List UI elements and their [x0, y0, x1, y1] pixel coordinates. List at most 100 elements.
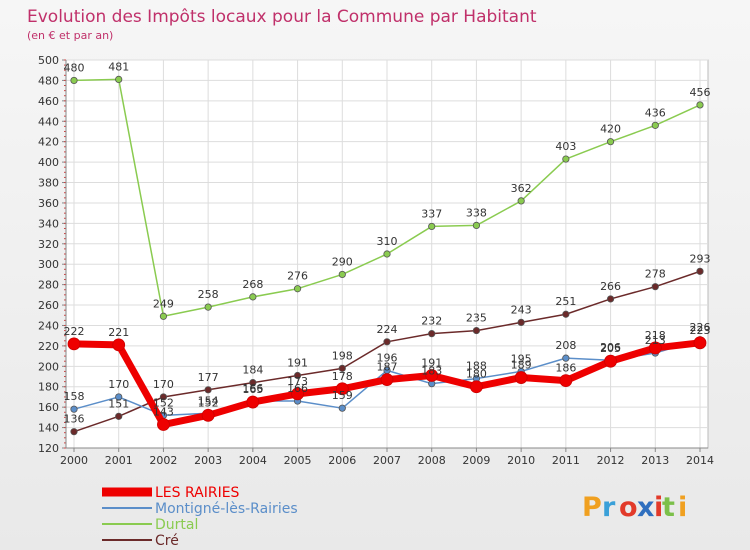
data-label: 152	[198, 396, 219, 409]
data-point	[428, 330, 436, 338]
data-point	[159, 393, 168, 401]
data-label: 480	[64, 61, 85, 74]
legend-label: LES RAIRIES	[155, 485, 240, 501]
y-tick-label: 340	[38, 217, 59, 230]
data-point	[204, 386, 212, 394]
data-label: 166	[242, 382, 263, 395]
data-point	[606, 295, 615, 303]
data-point	[335, 382, 349, 396]
data-point	[604, 354, 617, 368]
data-label: 338	[466, 206, 487, 219]
data-label: 293	[690, 252, 711, 265]
data-point	[112, 338, 126, 352]
axes: 120 140 160 180 200 220 240 260 280 300 320 340 360 3…	[38, 54, 714, 467]
data-label: 224	[377, 323, 398, 336]
proxiti-logo: P r o x i t i	[582, 492, 687, 523]
data-label: 420	[600, 123, 621, 136]
data-label: 251	[555, 295, 576, 308]
data-label: 186	[555, 362, 576, 375]
data-point	[157, 418, 170, 431]
x-tick-label: 2007	[373, 454, 401, 467]
data-point	[70, 76, 78, 85]
logo-letter-i: i	[654, 492, 663, 523]
y-tick-label: 180	[38, 381, 59, 394]
data-point	[380, 373, 394, 386]
logo-letter-t: t	[662, 492, 675, 523]
data-label: 191	[421, 357, 442, 370]
data-label: 188	[466, 360, 487, 373]
x-tick-label: 2013	[641, 454, 669, 467]
data-point	[67, 337, 81, 351]
x-tick-label: 2003	[194, 454, 222, 467]
data-point	[115, 393, 123, 401]
data-label: 221	[108, 326, 129, 339]
data-label: 310	[377, 235, 398, 248]
data-label: 249	[153, 297, 174, 310]
data-point	[562, 310, 570, 318]
data-point	[204, 303, 212, 311]
data-point	[428, 222, 436, 231]
data-label: 456	[690, 86, 711, 99]
y-tick-label: 280	[38, 279, 59, 292]
data-point	[70, 405, 78, 413]
data-label: 184	[242, 364, 263, 377]
data-label: 235	[466, 312, 487, 325]
y-tick-label: 120	[38, 442, 59, 455]
data-label: 183	[421, 365, 442, 378]
y-tick-label: 200	[38, 360, 59, 373]
legend-label: Durtal	[155, 517, 198, 533]
data-point	[472, 221, 481, 230]
data-point	[249, 293, 257, 301]
data-point	[562, 155, 570, 163]
data-label: 152	[153, 396, 174, 409]
y-tick-label: 140	[38, 422, 59, 435]
data-label: 191	[287, 357, 308, 370]
x-tick-label: 2010	[507, 454, 535, 467]
data-label: 136	[64, 413, 85, 426]
chart-subtitle: (en € et par an)	[27, 29, 113, 42]
data-point	[606, 138, 615, 146]
x-tick-label: 2008	[418, 454, 446, 467]
x-tick-label: 2000	[60, 454, 88, 467]
data-label: 481	[108, 60, 129, 73]
data-point	[651, 121, 659, 129]
logo-letter-i2: i	[678, 492, 687, 523]
data-point	[696, 101, 704, 109]
y-tick-label: 360	[38, 197, 59, 210]
data-label: 198	[332, 349, 353, 362]
data-label: 226	[690, 321, 711, 334]
data-point	[514, 371, 528, 384]
data-point	[559, 374, 573, 388]
data-point	[159, 312, 168, 320]
logo-letter-r: r	[602, 492, 616, 523]
data-label: 177	[198, 371, 219, 384]
data-point	[293, 371, 302, 380]
series-lines	[67, 75, 707, 436]
data-point	[246, 395, 260, 409]
y-tick-label: 160	[38, 401, 59, 414]
data-point	[291, 387, 304, 401]
data-label: 278	[645, 268, 666, 281]
data-label: 158	[64, 390, 85, 403]
x-tick-label: 2004	[239, 454, 267, 467]
data-point	[562, 354, 570, 362]
data-point	[293, 285, 302, 293]
logo-letter-p: P	[582, 492, 602, 523]
data-label: 196	[377, 351, 398, 364]
data-point	[696, 267, 704, 275]
y-tick-label: 240	[38, 319, 59, 332]
data-point	[517, 318, 525, 327]
x-tick-label: 2006	[328, 454, 356, 467]
x-tick-label: 2002	[149, 454, 177, 467]
data-label: 268	[242, 278, 263, 291]
data-label: 143	[153, 406, 174, 419]
data-point	[115, 75, 123, 84]
legend-label: Montigné-lès-Rairies	[155, 501, 298, 517]
data-label: 180	[466, 368, 487, 381]
data-label: 170	[153, 378, 174, 391]
data-label: 154	[198, 394, 219, 407]
x-tick-label: 2001	[105, 454, 133, 467]
data-label: 213	[645, 334, 666, 347]
